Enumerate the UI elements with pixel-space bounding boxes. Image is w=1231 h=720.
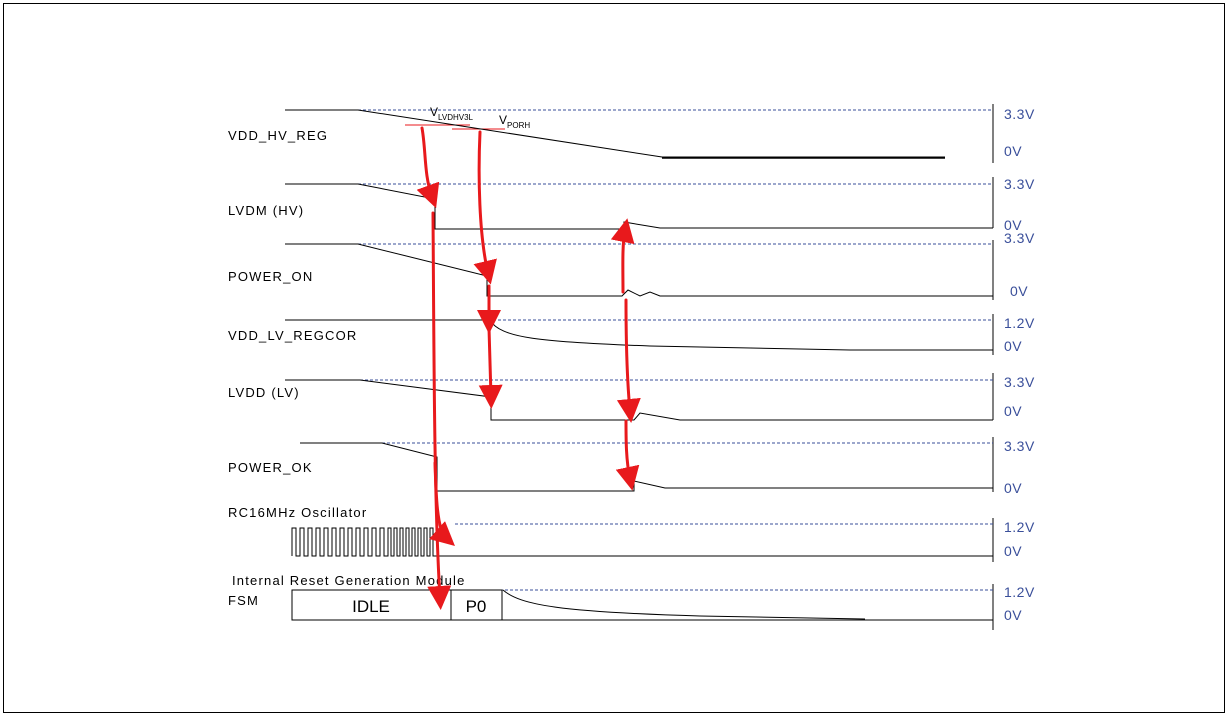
signal-label-vdd-lv-regcor: VDD_LV_REGCOR xyxy=(228,328,358,343)
voltage-high-lvdm: 3.3V xyxy=(1004,176,1035,192)
trace-lvdm-hv xyxy=(285,183,993,230)
voltage-low-vdd-hv-reg: 0V xyxy=(1004,143,1022,159)
voltage-high-fsm: 1.2V xyxy=(1004,584,1035,600)
voltage-low-lvdd: 0V xyxy=(1004,403,1022,419)
voltage-low-fsm: 0V xyxy=(1004,607,1022,623)
trace-power-ok xyxy=(300,442,993,492)
voltage-low-lvdm: 0V xyxy=(1004,217,1022,233)
voltage-low-rc16mhz: 0V xyxy=(1004,543,1022,559)
arrow-vdd-to-lvdm xyxy=(416,126,440,209)
threshold-lvdhv3l: VLVDHV3L xyxy=(430,105,474,122)
voltage-high-rc16mhz: 1.2V xyxy=(1004,519,1035,535)
fsm-state-idle: IDLE xyxy=(352,597,390,616)
signal-label-rc16mhz: RC16MHz Oscillator xyxy=(228,505,367,520)
trace-vdd-hv-reg xyxy=(285,109,945,158)
signal-label-power-ok: POWER_OK xyxy=(228,460,313,475)
voltage-high-vdd-lv: 1.2V xyxy=(1004,315,1035,331)
fsm-state-idle-box xyxy=(291,589,452,621)
signal-label-irgm: Internal Reset Generation Module xyxy=(232,573,466,588)
signal-label-lvdm-hv: LVDM (HV) xyxy=(228,203,304,218)
fsm-state-p0-box xyxy=(450,589,503,621)
arrow-vdd-to-power-on xyxy=(473,130,497,285)
trace-fsm-decay xyxy=(502,589,866,620)
voltage-high-lvdd: 3.3V xyxy=(1004,374,1035,390)
threshold-porh: VPORH xyxy=(499,113,530,130)
trace-vdd-lv-regcor xyxy=(285,319,993,351)
diagram-border xyxy=(3,3,1225,713)
trace-lvdd-lv xyxy=(285,379,993,421)
voltage-low-vdd-lv: 0V xyxy=(1004,338,1022,354)
signal-label-power-on: POWER_ON xyxy=(228,269,313,284)
fsm-state-p0: P0 xyxy=(466,597,487,616)
trace-rc16mhz-oscillator xyxy=(291,527,993,557)
arrow-lvdm-to-fsm xyxy=(427,211,452,610)
arrow-power-ok-to-osc xyxy=(429,461,455,546)
fsm-state-boxes xyxy=(291,589,503,621)
signal-label-fsm: FSM xyxy=(228,593,259,608)
arrow-vdd-lv-to-lvdd xyxy=(478,326,503,409)
voltage-high-vdd-hv-reg: 3.3V xyxy=(1004,106,1035,122)
voltage-low-power-ok: 0V xyxy=(1004,480,1022,496)
voltage-high-power-on: 3.3V xyxy=(1004,230,1035,246)
causality-arrows xyxy=(416,126,641,610)
arrow-power-on-to-lvdm xyxy=(610,218,635,294)
signal-label-vdd-hv-reg: VDD_HV_REG xyxy=(228,128,328,143)
voltage-low-power-on: 0V xyxy=(1010,283,1028,299)
arrow-power-on-to-lvdd xyxy=(616,298,641,423)
trace-power-on xyxy=(285,243,993,297)
voltage-high-power-ok: 3.3V xyxy=(1004,438,1035,454)
arrow-lvdd-to-power-ok xyxy=(615,419,640,491)
signal-label-lvdd-lv: LVDD (LV) xyxy=(228,385,300,400)
